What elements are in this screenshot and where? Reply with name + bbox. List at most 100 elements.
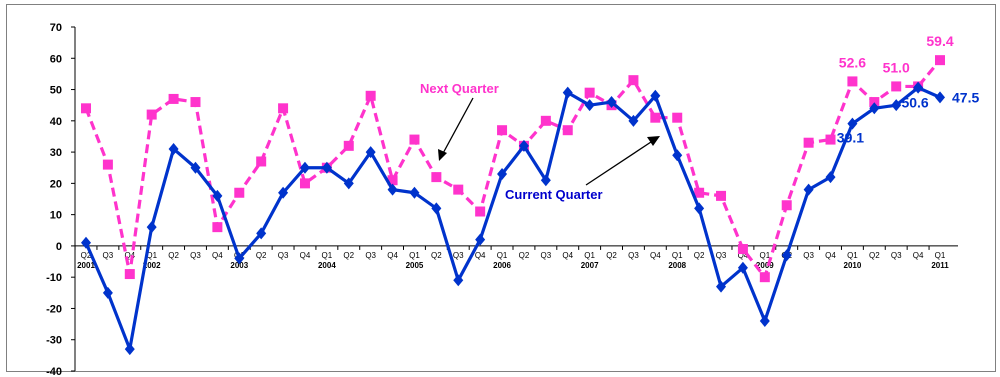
next-quarter-point — [891, 81, 902, 92]
next-quarter-point — [278, 103, 289, 114]
next-quarter-point — [781, 200, 792, 211]
next-quarter-point — [453, 184, 464, 195]
current-quarter-point — [81, 236, 91, 249]
y-tick-label: -40 — [46, 366, 62, 377]
x-quarter-label: Q4 — [562, 251, 573, 260]
x-year-label: 2009 — [756, 261, 774, 270]
current-quarter-point — [278, 186, 289, 199]
current-quarter-point — [190, 161, 201, 174]
current-quarter-point — [562, 86, 573, 99]
annotation-next-quarter-arrowhead — [438, 149, 447, 161]
next-quarter-point — [81, 103, 91, 114]
x-quarter-label: Q4 — [300, 251, 311, 260]
y-tick-label: 0 — [56, 241, 62, 253]
next-quarter-point — [343, 140, 354, 151]
x-quarter-label: Q1 — [847, 251, 858, 260]
data-label: 52.6 — [839, 54, 866, 70]
x-quarter-label: Q4 — [212, 251, 223, 260]
x-quarter-label: Q3 — [103, 251, 114, 260]
current-quarter-point — [540, 174, 551, 187]
next-quarter-point — [869, 97, 880, 108]
current-quarter-point — [102, 286, 113, 299]
current-quarter-point — [365, 146, 376, 159]
x-quarter-label: Q2 — [519, 251, 530, 260]
x-year-label: 2004 — [318, 261, 336, 270]
current-quarter-point — [759, 314, 770, 327]
next-quarter-point — [365, 90, 376, 101]
x-quarter-label: Q3 — [803, 251, 814, 260]
series — [81, 55, 945, 356]
x-quarter-label: Q3 — [365, 251, 376, 260]
y-tick-label: 60 — [50, 53, 62, 65]
current-quarter-point — [343, 177, 354, 190]
next-quarter-point — [584, 87, 595, 98]
x-quarter-label: Q3 — [628, 251, 639, 260]
next-quarter-point — [628, 75, 639, 86]
current-quarter-point — [737, 261, 748, 274]
next-quarter-point — [672, 112, 683, 123]
next-quarter-point — [825, 134, 836, 145]
data-label: 51.0 — [883, 59, 910, 75]
y-tick-label: 20 — [50, 178, 62, 190]
series-line-current-quarter — [84, 86, 941, 351]
y-axis: 70 60 50 40 30 20 10 0 -10 -20 -30 -40 — [46, 22, 76, 377]
x-quarter-label: Q2 — [606, 251, 617, 260]
next-quarter-point — [737, 244, 748, 255]
current-quarter-point — [518, 139, 529, 152]
current-quarter-point — [256, 227, 267, 240]
x-year-label: 2006 — [493, 261, 511, 270]
series-line-next-quarter — [84, 59, 942, 279]
x-quarter-label: Q1 — [935, 251, 946, 260]
current-quarter-point — [781, 249, 792, 262]
current-quarter-point — [146, 221, 157, 234]
x-quarter-label: Q4 — [913, 251, 924, 260]
current-quarter-point — [387, 183, 398, 196]
current-quarter-point — [168, 142, 179, 155]
x-quarter-label: Q1 — [759, 251, 770, 260]
current-quarter-point — [321, 161, 332, 174]
current-quarter-point — [212, 189, 223, 202]
current-quarter-point — [606, 96, 617, 109]
current-quarter-point — [672, 149, 683, 162]
x-year-label: 2008 — [668, 261, 686, 270]
x-year-label: 2010 — [844, 261, 862, 270]
x-quarter-label: Q3 — [541, 251, 552, 260]
x-quarter-label: Q3 — [453, 251, 464, 260]
x-quarter-label: Q3 — [190, 251, 201, 260]
data-label: 47.5 — [952, 89, 979, 105]
next-quarter-point — [409, 134, 420, 145]
current-quarter-point — [497, 167, 508, 180]
next-quarter-point — [759, 272, 770, 283]
next-quarter-point — [716, 190, 727, 201]
x-quarter-label: Q1 — [497, 251, 508, 260]
next-quarter-point — [803, 137, 814, 148]
x-quarter-label: Q1 — [584, 251, 595, 260]
y-tick-label: -30 — [46, 335, 62, 347]
current-quarter-point — [913, 81, 924, 94]
x-quarter-label: Q1 — [146, 251, 157, 260]
next-quarter-point — [650, 112, 661, 123]
x-quarter-label: Q4 — [650, 251, 661, 260]
x-quarter-label: Q1 — [409, 251, 420, 260]
next-quarter-point — [475, 206, 486, 217]
x-quarter-label: Q4 — [475, 251, 486, 260]
annotation-current-quarter-arrowhead — [647, 136, 660, 146]
current-quarter-point — [650, 89, 661, 102]
next-quarter-point — [847, 76, 858, 87]
annotation-next-quarter: Next Quarter — [420, 81, 499, 96]
y-tick-label: 50 — [50, 85, 62, 97]
annotations: Next Quarter Current Quarter — [420, 81, 660, 202]
x-quarter-label: Q3 — [716, 251, 727, 260]
current-quarter-point — [234, 252, 245, 265]
current-quarter-point — [453, 274, 464, 287]
current-quarter-point — [803, 183, 814, 196]
x-quarter-label: Q2 — [256, 251, 267, 260]
x-year-label: 2003 — [230, 261, 248, 270]
x-quarter-label: Q1 — [322, 251, 333, 260]
next-quarter-point — [234, 187, 245, 198]
y-tick-label: 30 — [50, 147, 62, 159]
next-quarter-point — [387, 175, 398, 186]
data-label: 50.6 — [901, 95, 928, 111]
y-tick-label: -10 — [46, 272, 62, 284]
